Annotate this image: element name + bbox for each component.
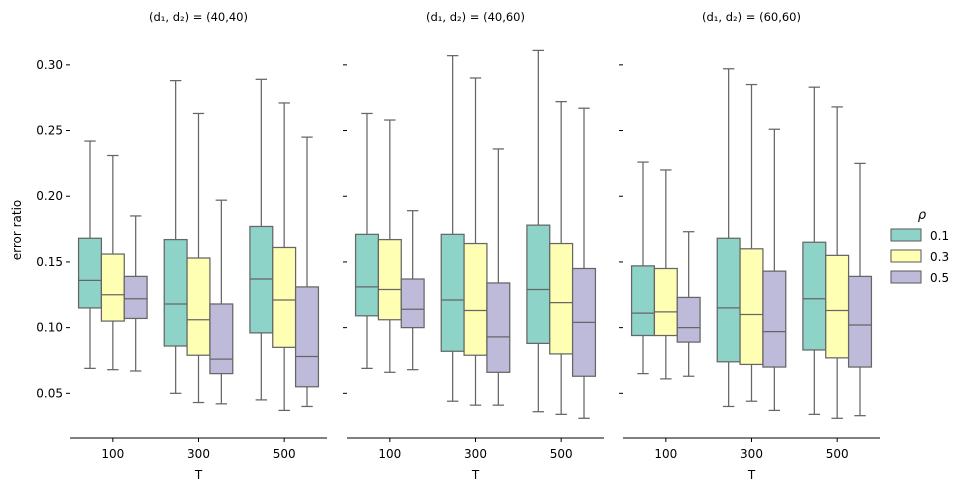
box-0.5 bbox=[209, 199, 234, 405]
iqr-box bbox=[249, 225, 274, 334]
iqr-box bbox=[463, 242, 488, 356]
box-0.3 bbox=[272, 102, 297, 412]
y-tick-label: 0.05 bbox=[36, 386, 63, 400]
iqr-box bbox=[272, 246, 297, 348]
iqr-box bbox=[847, 275, 873, 368]
panel-title-value: (60,60) bbox=[759, 10, 801, 24]
box-0.3 bbox=[186, 112, 211, 404]
iqr-box bbox=[294, 286, 320, 388]
panels-group: (d₁, d₂) = (40,40) 0.05 0.10 0.15 0.20 0.25 0.… bbox=[36, 10, 880, 482]
box-0.5 bbox=[571, 107, 597, 419]
x-tick-label: 300 bbox=[187, 447, 210, 461]
y-tick-label: 0.20 bbox=[36, 189, 63, 203]
panel-3: (d₁, d₂) = (60,60) 100 300 500 T bbox=[619, 10, 880, 482]
panel-1: (d₁, d₂) = (40,40) 0.05 0.10 0.15 0.20 0.25 0.… bbox=[36, 10, 327, 482]
y-tick-label: 0.10 bbox=[36, 321, 63, 335]
iqr-box bbox=[486, 282, 511, 373]
legend-swatch-0.3 bbox=[890, 249, 922, 263]
box-0.3 bbox=[549, 101, 574, 415]
iqr-box bbox=[825, 254, 850, 359]
y-tick-label: 0.25 bbox=[36, 124, 63, 138]
x-axis-label: T bbox=[471, 468, 480, 482]
iqr-box bbox=[377, 238, 402, 321]
y-axis-label: error ratio bbox=[10, 200, 24, 261]
panel-title: (d₁, d₂) = (40,40) bbox=[149, 10, 248, 24]
iqr-box bbox=[630, 265, 656, 337]
legend: ρ 0.1 0.3 0.5 bbox=[890, 208, 949, 285]
box-0.1 bbox=[163, 79, 188, 394]
iqr-box bbox=[209, 303, 234, 375]
iqr-box bbox=[100, 253, 125, 322]
panel-2: (d₁, d₂) = (40,60) 100 300 500 T bbox=[343, 10, 604, 482]
box-0.5 bbox=[123, 215, 148, 372]
iqr-box bbox=[440, 233, 465, 352]
x-tick-label: 100 bbox=[654, 447, 677, 461]
x-tick-label: 100 bbox=[378, 447, 401, 461]
box-0.3 bbox=[463, 77, 488, 406]
iqr-box bbox=[123, 275, 148, 320]
panel-title-prefix: (d₁, d₂) = bbox=[149, 10, 206, 24]
box-0.5 bbox=[294, 136, 320, 408]
box-0.1 bbox=[77, 140, 103, 369]
x-tick-label: 300 bbox=[464, 447, 487, 461]
box-0.1 bbox=[440, 55, 465, 402]
x-axis-label: T bbox=[194, 468, 203, 482]
box-0.5 bbox=[847, 162, 873, 417]
x-tick-label: 100 bbox=[101, 447, 124, 461]
box-0.1 bbox=[716, 68, 741, 408]
legend-label-0.1: 0.1 bbox=[930, 229, 949, 243]
legend-label-0.5: 0.5 bbox=[930, 271, 949, 285]
iqr-box bbox=[676, 296, 701, 343]
panel-title-prefix: (d₁, d₂) = bbox=[702, 10, 759, 24]
x-axis-label: T bbox=[747, 468, 756, 482]
box-0.3 bbox=[377, 119, 402, 373]
x-tick-label: 500 bbox=[550, 447, 573, 461]
legend-label-0.3: 0.3 bbox=[930, 250, 949, 264]
iqr-box bbox=[653, 267, 678, 337]
x-tick-label: 500 bbox=[826, 447, 849, 461]
iqr-box bbox=[354, 233, 380, 317]
iqr-box bbox=[739, 248, 764, 366]
box-0.1 bbox=[526, 49, 551, 413]
box-0.3 bbox=[739, 83, 764, 402]
iqr-box bbox=[186, 257, 211, 356]
y-tick-label: 0.15 bbox=[36, 255, 63, 269]
iqr-box bbox=[400, 278, 425, 329]
panel-title: (d₁, d₂) = (60,60) bbox=[702, 10, 801, 24]
iqr-box bbox=[77, 237, 103, 309]
legend-title: ρ bbox=[918, 208, 927, 223]
box-0.1 bbox=[354, 112, 380, 369]
iqr-box bbox=[802, 241, 827, 351]
y-tick-label: 0.30 bbox=[36, 58, 63, 72]
x-tick-label: 300 bbox=[740, 447, 763, 461]
iqr-box bbox=[526, 224, 551, 345]
box-0.1 bbox=[249, 78, 274, 401]
box-0.5 bbox=[676, 231, 701, 377]
iqr-box bbox=[549, 242, 574, 355]
iqr-box bbox=[716, 237, 741, 363]
panel-title-prefix: (d₁, d₂) = bbox=[426, 10, 483, 24]
box-0.1 bbox=[630, 161, 656, 375]
box-0.3 bbox=[100, 154, 125, 371]
box-0.3 bbox=[653, 169, 678, 380]
panel-title-value: (40,40) bbox=[206, 10, 248, 24]
legend-swatch-0.5 bbox=[890, 270, 922, 284]
box-0.1 bbox=[802, 86, 827, 415]
panel-title: (d₁, d₂) = (40,60) bbox=[426, 10, 525, 24]
box-0.5 bbox=[486, 148, 511, 406]
x-tick-label: 500 bbox=[273, 447, 296, 461]
iqr-box bbox=[762, 270, 787, 368]
legend-swatch-0.1 bbox=[890, 228, 922, 242]
box-0.5 bbox=[762, 128, 787, 412]
box-0.5 bbox=[400, 210, 425, 371]
iqr-box bbox=[163, 238, 188, 347]
panel-title-value: (40,60) bbox=[483, 10, 525, 24]
box-0.3 bbox=[825, 106, 850, 419]
